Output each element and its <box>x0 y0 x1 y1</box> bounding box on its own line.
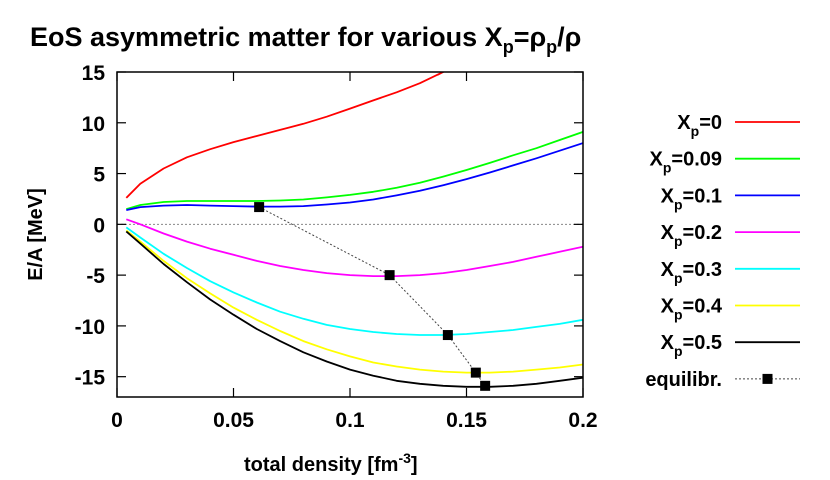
legend-label-2: Xp=0.1 <box>661 185 722 212</box>
equilibrium-point <box>480 380 491 391</box>
x-tick-label: 0.05 <box>213 409 254 432</box>
y-tick-label: -10 <box>75 316 105 339</box>
legend-label-5: Xp=0.4 <box>661 296 723 323</box>
series-line-5 <box>125 229 583 374</box>
y-tick-label: 10 <box>82 113 105 136</box>
series-line-0 <box>125 72 445 199</box>
x-tick-label: 0.15 <box>446 409 487 432</box>
series-line-6 <box>125 230 583 388</box>
y-axis-label: E/A [MeV] <box>25 188 47 281</box>
y-tick-label: -15 <box>75 367 106 390</box>
plot-frame <box>116 71 584 398</box>
series-line-4 <box>125 226 583 336</box>
legend-label-1: Xp=0.09 <box>649 149 722 176</box>
legend-marker-equilibrium <box>762 373 773 384</box>
series-line-3 <box>125 218 583 278</box>
equilibrium-line <box>258 206 486 387</box>
equilibrium-point <box>442 330 453 341</box>
x-tick-label: 0.1 <box>335 409 365 432</box>
equilibrium-point <box>470 367 481 378</box>
legend-label-0: Xp=0 <box>677 112 722 139</box>
y-tick-label: 0 <box>93 214 105 237</box>
equilibrium-point <box>384 270 395 281</box>
y-tick-label: -5 <box>86 265 105 288</box>
legend: Xp=0 Xp=0.09 Xp=0.1 Xp=0.2 Xp=0.3 Xp=0.4 Xp=0.… <box>645 112 800 391</box>
legend-label-3: Xp=0.2 <box>661 222 722 249</box>
y-tick-label: 15 <box>82 62 106 85</box>
equilibrium-point <box>254 202 265 213</box>
chart-title: EoS asymmetric matter for various Xp=ρp/… <box>30 22 581 57</box>
x-axis-label: total density [fm-3] <box>244 450 418 476</box>
y-tick-label: 5 <box>93 164 105 187</box>
series-line-1 <box>126 131 583 210</box>
legend-label-6: Xp=0.5 <box>661 332 722 359</box>
legend-label-equilibrium: equilibr. <box>645 369 722 391</box>
x-tick-label: 0 <box>111 409 123 432</box>
series-line-2 <box>126 142 583 211</box>
x-tick-label: 0.2 <box>568 409 597 432</box>
legend-label-4: Xp=0.3 <box>661 259 722 286</box>
